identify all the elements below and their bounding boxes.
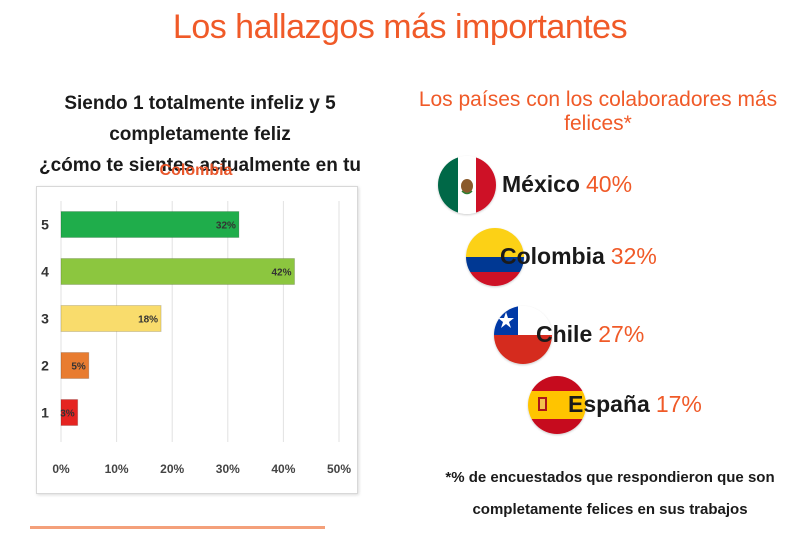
footnote-line-1: *% de encuestados que respondieron que s… xyxy=(445,469,775,486)
y-category-label: 3 xyxy=(41,311,49,327)
bar xyxy=(60,352,90,379)
data-label: 18% xyxy=(138,315,158,326)
bar xyxy=(60,399,79,426)
spain-flag-icon xyxy=(528,376,586,434)
country-percent: 17% xyxy=(655,391,702,417)
country-label: España 17% xyxy=(568,391,702,418)
countries-title: Los países con los colaboradores más fel… xyxy=(418,88,778,135)
country-name: México xyxy=(502,171,580,197)
data-label: 42% xyxy=(272,268,292,279)
country-name: Colombia xyxy=(500,243,605,269)
bar-chart: 0% 10% 20% 30% 40% 50% 5 32% 4 42% 3 18% 2 5% 1 3% xyxy=(41,201,351,476)
footnote: *% de encuestados que respondieron que s… xyxy=(420,462,800,526)
y-category-label: 4 xyxy=(41,264,49,280)
x-tick-label: 30% xyxy=(216,462,240,476)
x-tick-label: 40% xyxy=(271,462,295,476)
footnote-line-2: completamente felices en sus trabajos xyxy=(472,501,748,518)
question-line-1: Siendo 1 totalmente infeliz y 5 completa… xyxy=(64,93,336,145)
data-label: 3% xyxy=(60,409,75,420)
x-tick-label: 10% xyxy=(105,462,129,476)
country-label: Colombia 32% xyxy=(500,243,657,270)
country-name: Chile xyxy=(536,321,593,347)
y-category-label: 5 xyxy=(41,217,49,233)
country-percent: 27% xyxy=(598,321,645,347)
data-label: 32% xyxy=(216,221,236,232)
bar xyxy=(60,258,296,285)
mexico-flag-icon xyxy=(438,156,496,214)
chart-title: Colombia xyxy=(159,162,233,179)
chart-container: 0% 10% 20% 30% 40% 50% 5 32% 4 42% 3 18% 2 5% 1 3% xyxy=(36,186,358,494)
bar xyxy=(60,211,240,238)
country-percent: 32% xyxy=(610,243,657,269)
country-label: Chile 27% xyxy=(536,321,644,348)
y-category-label: 1 xyxy=(41,405,49,421)
x-tick-label: 50% xyxy=(327,462,351,476)
country-label: México 40% xyxy=(502,171,632,198)
x-tick-label: 0% xyxy=(52,462,70,476)
country-name: España xyxy=(568,391,650,417)
x-tick-label: 20% xyxy=(160,462,184,476)
data-label: 5% xyxy=(71,362,86,373)
divider xyxy=(30,526,325,529)
y-category-label: 2 xyxy=(41,358,49,374)
bar xyxy=(60,305,162,332)
page-title: Los hallazgos más importantes xyxy=(172,8,628,46)
country-percent: 40% xyxy=(585,171,633,197)
